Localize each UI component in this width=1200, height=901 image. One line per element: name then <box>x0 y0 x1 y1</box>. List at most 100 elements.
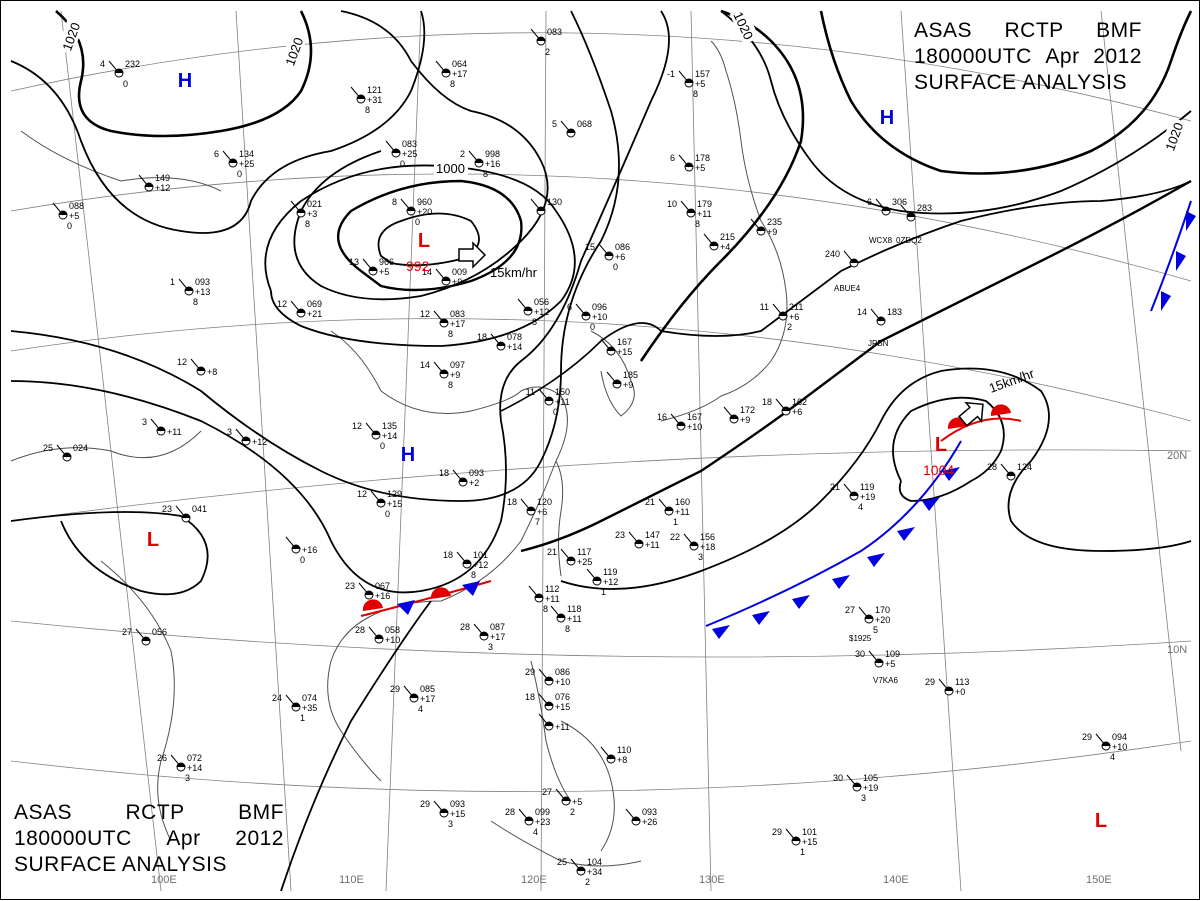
station-temp: 25 <box>43 443 53 453</box>
header-year: 2012 <box>1093 45 1142 68</box>
isobar-label: 1020 <box>730 9 756 42</box>
cold-front-triangle <box>922 497 940 511</box>
wind-barb <box>290 300 302 314</box>
station-pressure: 087 <box>490 622 505 632</box>
station-plot: 23 067+16 <box>345 581 390 601</box>
wind-barb <box>1095 733 1107 747</box>
station-weather: 0 <box>415 217 420 227</box>
cold-front-triangle <box>942 467 960 481</box>
station-temp: 27 <box>122 627 132 637</box>
header-month: Apr <box>166 827 201 850</box>
station-temp: 4 <box>100 59 105 69</box>
wind-barb <box>1000 463 1012 477</box>
longitude-label: 110E <box>339 874 364 886</box>
station-pressure: 211 <box>789 302 803 312</box>
wind-barb <box>560 120 572 134</box>
station-tendency: +11 <box>697 209 712 219</box>
wind-barb <box>370 490 382 504</box>
station-weather: 5 <box>873 625 878 635</box>
station-plot: 13 966+5 <box>349 257 394 277</box>
header-station: RCTP <box>125 801 185 824</box>
wind-barb <box>400 198 412 212</box>
coastlines <box>10 40 788 867</box>
wind-barb <box>538 713 550 727</box>
station-pressure: 150 <box>555 387 570 397</box>
parallel-line <box>10 620 1192 658</box>
station-pressure: 096 <box>592 302 607 312</box>
station-pressure: 170 <box>875 605 890 615</box>
station-plot: 25 104+342 <box>557 857 602 887</box>
coastline <box>530 660 572 802</box>
station-tendency: +11 <box>645 540 660 550</box>
station-pressure: 112 <box>545 584 559 594</box>
station-temp: 29 <box>420 799 430 809</box>
station-tendency: +12 <box>155 183 170 193</box>
station-temp: 27 <box>542 787 552 797</box>
wind-barb <box>600 338 612 352</box>
station-tendency: +10 <box>592 312 607 322</box>
wind-barb <box>520 498 532 512</box>
station-weather: 4 <box>418 704 423 714</box>
station-plot: 21 119+194 <box>830 482 875 512</box>
wind-barb <box>135 628 147 642</box>
station-tendency: +10 <box>1112 742 1127 752</box>
station-pressure: 105 <box>863 773 878 783</box>
station-plot: 29 094+104 <box>1082 732 1127 762</box>
station-pressure: 960 <box>417 197 432 207</box>
station-temp: 28 <box>355 625 365 635</box>
station-weather: 3 <box>185 773 190 783</box>
station-plot: 3 +11 <box>142 417 182 437</box>
station-tendency: +9 <box>623 380 633 390</box>
wind-barb <box>683 533 695 547</box>
station-weather: 8 <box>471 570 476 580</box>
station-weather: 8 <box>695 219 700 229</box>
wind-barb <box>658 498 670 512</box>
station-plot: 093+26 <box>625 807 657 827</box>
coastline <box>490 820 642 867</box>
isobar-label-bg <box>434 159 468 176</box>
header-station: RCTP <box>1004 19 1064 42</box>
wind-barb <box>235 428 247 442</box>
station-temp: 30 <box>833 773 843 783</box>
station-plot: 064+178 <box>435 59 467 89</box>
header-title: SURFACE ANALYSIS <box>14 853 228 876</box>
station-plot: 149+12 <box>138 173 170 193</box>
wind-barb <box>550 605 562 619</box>
station-temp: 29 <box>525 667 535 677</box>
station-plot: 283 <box>900 203 932 222</box>
station-tendency: +11 <box>675 507 690 517</box>
station-plot: +11 <box>538 713 570 732</box>
station-temp: 12 <box>357 489 367 499</box>
meridian-line <box>385 10 422 892</box>
central-pressure-value: 992 <box>406 258 430 274</box>
wind-barb <box>222 150 234 164</box>
low-pressure-center: L <box>1095 810 1107 832</box>
station-weather: 4 <box>858 502 863 512</box>
high-pressure-center: H <box>178 70 192 92</box>
station-pressure: 998 <box>485 149 500 159</box>
station-plot: 240 <box>825 249 859 268</box>
cold-front-triangle <box>712 625 730 639</box>
wind-barb <box>473 623 485 637</box>
station-temp: 23 <box>345 581 355 591</box>
parallel-line <box>10 449 1192 522</box>
isobar-line <box>10 10 620 502</box>
station-plot: 14 183 <box>857 307 902 326</box>
ship-call-sign: WCX8 <box>869 236 893 245</box>
station-pressure: 101 <box>802 827 817 837</box>
latitude-label: 10N <box>1167 644 1187 656</box>
station-temp: 22 <box>670 532 680 542</box>
station-pressure: 083 <box>402 139 417 149</box>
station-pressure: 099 <box>535 807 550 817</box>
station-weather: 3 <box>698 552 703 562</box>
station-pressure: 135 <box>382 421 397 431</box>
cold-front-triangle <box>1176 251 1186 271</box>
wind-barb <box>52 202 64 216</box>
station-tendency: +11 <box>167 427 182 437</box>
wind-barb <box>358 582 370 596</box>
station-temp: 18 <box>477 332 487 342</box>
station-pressure: 119 <box>603 567 617 577</box>
station-tendency: +3 <box>307 209 317 219</box>
